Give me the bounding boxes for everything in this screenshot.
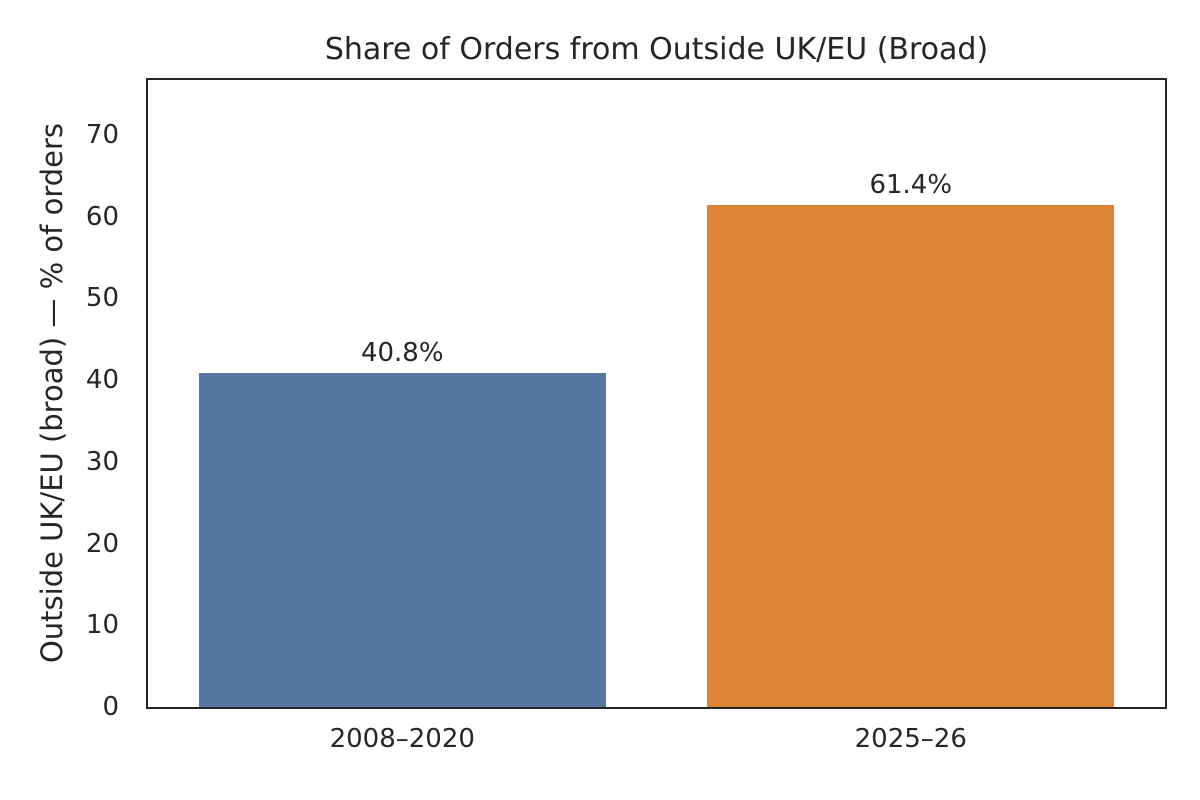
- x-tick-label: 2025–26: [854, 724, 967, 754]
- bar-value-label: 40.8%: [360, 338, 444, 369]
- y-tick-label: 30: [85, 446, 119, 477]
- y-tick-label: 10: [85, 610, 119, 641]
- bar-2025–26: [707, 205, 1115, 707]
- bar-value-label: 61.4%: [869, 170, 953, 201]
- y-tick-label: 0: [102, 692, 119, 722]
- y-tick-label: 70: [85, 119, 119, 150]
- x-tick-label: 2008–2020: [329, 724, 475, 754]
- chart-title: Share of Orders from Outside UK/EU (Broa…: [324, 32, 989, 67]
- bar-2008–2020: [198, 373, 606, 707]
- y-tick-label: 20: [85, 528, 119, 559]
- y-tick-label: 50: [85, 283, 119, 314]
- y-tick-label: 60: [85, 201, 119, 232]
- y-tick-label: 40: [85, 365, 119, 395]
